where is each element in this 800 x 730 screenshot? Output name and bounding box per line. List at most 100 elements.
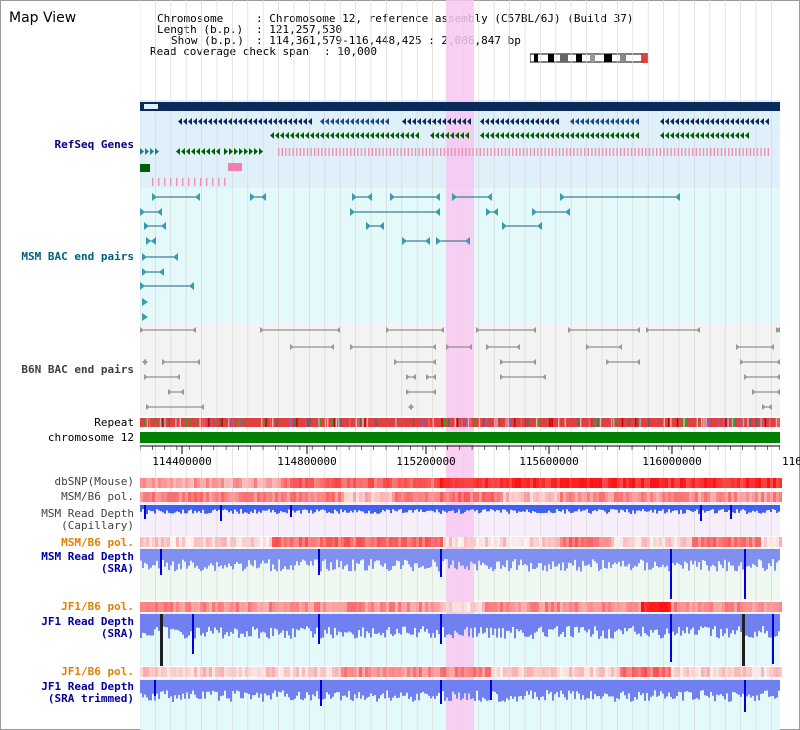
heat-cell [464, 492, 467, 502]
heat-cell [506, 667, 509, 677]
gene-arrow [345, 118, 349, 125]
depth-bar [602, 549, 604, 561]
heat-cell [179, 602, 182, 612]
bac-end-marker [142, 313, 148, 321]
msm-bac-features[interactable] [140, 193, 680, 321]
track-label-msm-depth-sra[interactable]: MSM Read Depth (SRA) [41, 550, 134, 575]
heat-cell [533, 537, 536, 547]
track-label-jf1-depth-trimmed[interactable]: JF1 Read Depth (SRA trimmed) [41, 680, 134, 705]
b6n-bac-features[interactable] [140, 327, 780, 410]
track-label-jf1-pol-1[interactable]: JF1/B6 pol. [61, 600, 134, 613]
depth-bar [608, 680, 610, 697]
track-label-msm-pol-1[interactable]: MSM/B6 pol. [61, 490, 134, 503]
track-label-msm-bac[interactable]: MSM BAC end pairs [21, 250, 134, 263]
depth-bar [582, 680, 584, 696]
gene-arrow [685, 118, 689, 125]
gene-tick [576, 148, 579, 156]
depth-bar [314, 549, 316, 560]
track-label-refseq-genes[interactable]: RefSeq Genes [54, 138, 134, 151]
depth-bar [774, 614, 776, 637]
depth-bar [512, 505, 514, 511]
heat-cell [221, 492, 224, 502]
track-label-msm-pol-2[interactable]: MSM/B6 pol. [61, 536, 134, 549]
depth-bar [252, 614, 254, 627]
heat-cell [194, 667, 197, 677]
heat-cell [236, 537, 239, 547]
heat-cell [536, 667, 539, 677]
depth-bar [676, 680, 678, 696]
depth-bar [734, 505, 736, 514]
heat-cell [275, 492, 278, 502]
gene-arrow [760, 118, 764, 125]
heat-cell [518, 602, 521, 612]
depth-bar [280, 505, 282, 512]
depth-bar [618, 549, 620, 562]
depth-bar [332, 505, 334, 514]
depth-bar [176, 680, 178, 699]
track-label-b6n-bac[interactable]: B6N BAC end pairs [21, 363, 134, 376]
heat-cell [269, 478, 272, 488]
depth-bar [304, 549, 306, 561]
depth-bar [586, 505, 588, 510]
depth-bar [404, 614, 406, 627]
depth-bar [160, 680, 162, 692]
depth-bar [506, 614, 508, 631]
heat-cell [494, 492, 497, 502]
refseq-gene-bar[interactable] [140, 102, 780, 111]
track-label-dbsnp[interactable]: dbSNP(Mouse) [54, 475, 134, 488]
depth-bar [464, 549, 466, 569]
heat-cell [716, 492, 719, 502]
heat-cell [719, 478, 722, 488]
track-label-jf1-pol-2[interactable]: JF1/B6 pol. [61, 665, 134, 678]
heat-cell [740, 478, 743, 488]
depth-bar [544, 680, 546, 701]
bac-end-marker [432, 359, 436, 365]
gene-arrow [375, 118, 379, 125]
heat-cell [536, 537, 539, 547]
gene-arrow [675, 132, 679, 139]
genome-tracks-svg[interactable] [140, 0, 800, 730]
repeat-element [294, 418, 296, 427]
chromosome-ideogram[interactable] [530, 52, 650, 64]
heat-cell [398, 602, 401, 612]
heat-cell [383, 602, 386, 612]
bac-end-marker [425, 237, 430, 245]
track-label-jf1-depth-sra[interactable]: JF1 Read Depth (SRA) [41, 615, 134, 640]
heat-cell [422, 478, 425, 488]
heat-cell [344, 667, 347, 677]
heat-cell [194, 602, 197, 612]
depth-bar [288, 614, 290, 636]
gene-tick [382, 148, 384, 156]
heat-cell [173, 492, 176, 502]
depth-bar [210, 505, 212, 513]
depth-bar [684, 614, 686, 634]
gene-arrow [310, 132, 314, 139]
refseq-gene-features[interactable] [140, 118, 769, 186]
gene-tick [634, 148, 636, 156]
heat-cell [671, 537, 674, 547]
depth-bar [756, 680, 758, 696]
heat-cell [653, 492, 656, 502]
heat-cell [653, 478, 656, 488]
repeat-track[interactable] [140, 418, 780, 427]
heat-cell [371, 602, 374, 612]
depth-bar [334, 680, 336, 694]
heat-cell [743, 478, 746, 488]
depth-bar [156, 549, 158, 561]
track-label-msm-depth-capillary[interactable]: MSM Read Depth (Capillary) [41, 507, 134, 532]
heat-tracks[interactable] [140, 478, 782, 677]
depth-tracks[interactable] [140, 505, 780, 712]
heat-cell [521, 537, 524, 547]
gene-arrow [303, 118, 307, 125]
heat-cell [527, 667, 530, 677]
depth-bar [698, 614, 700, 631]
depth-bar [656, 614, 658, 630]
track-label-repeat[interactable]: Repeat [94, 416, 134, 429]
genome-plot-area[interactable] [140, 0, 782, 730]
heat-cell [563, 492, 566, 502]
depth-bar [394, 680, 396, 696]
depth-bar [552, 680, 554, 701]
heat-cell [296, 492, 299, 502]
gene-arrow [360, 118, 364, 125]
repeat-element [395, 418, 397, 427]
